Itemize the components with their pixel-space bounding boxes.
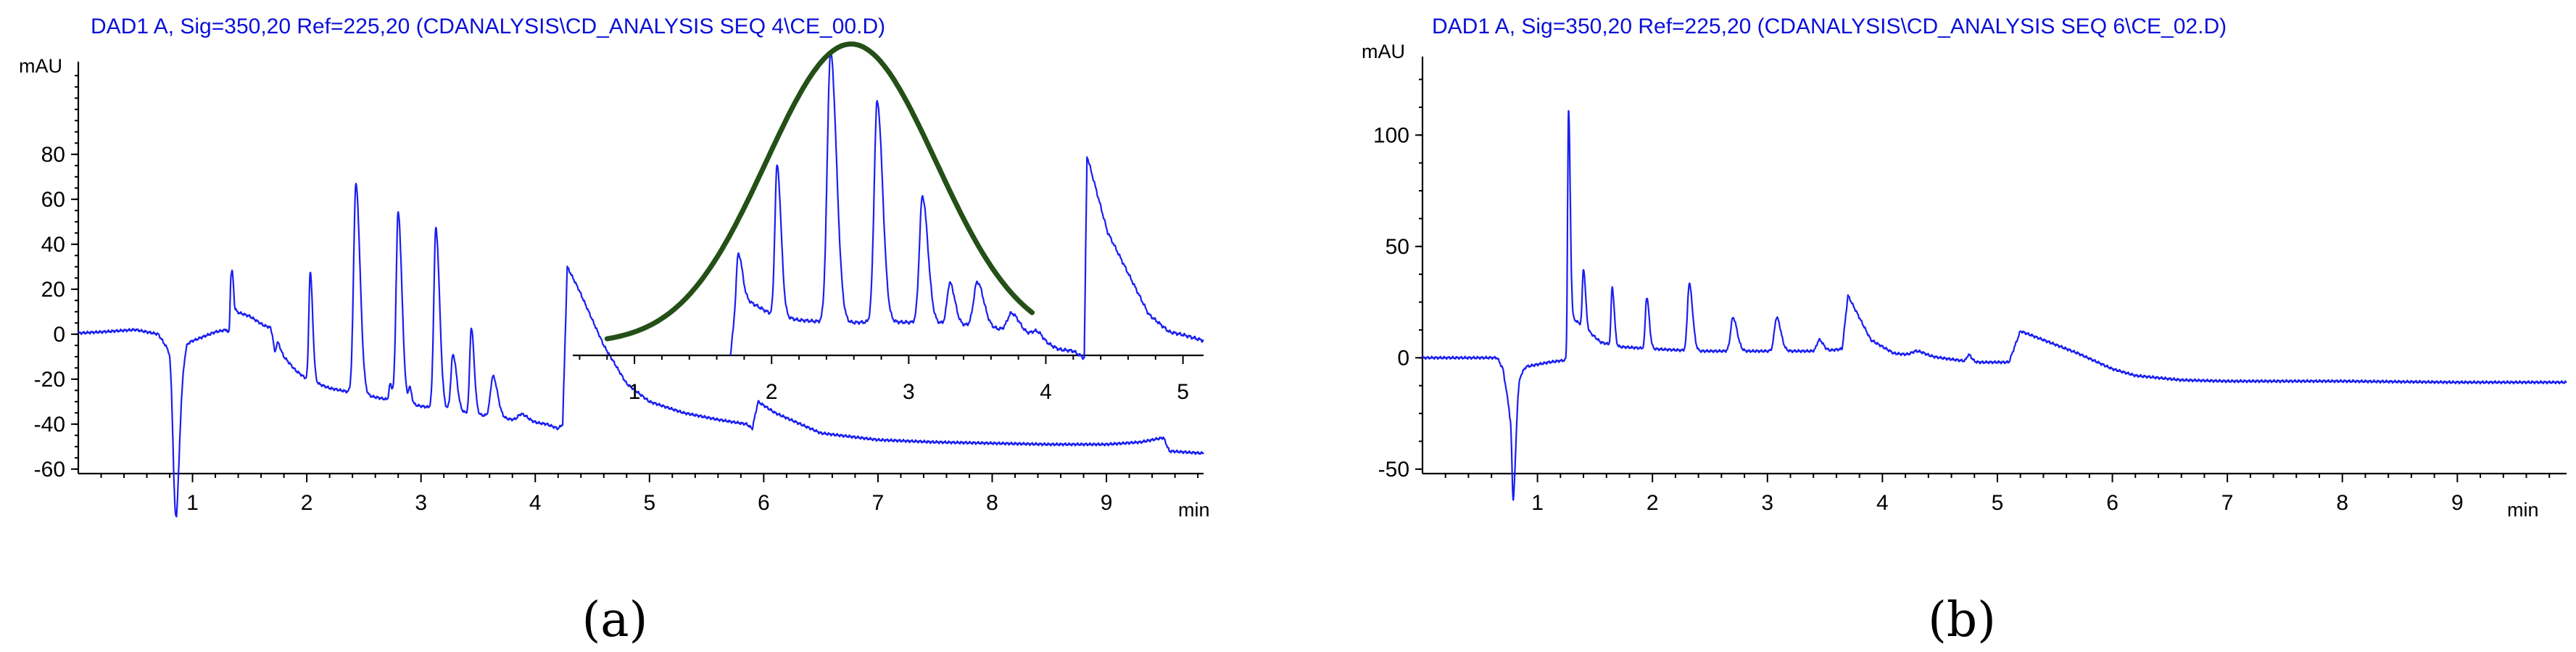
x-tick-label: 5 (1992, 491, 2004, 515)
panel-a-y-unit-label: mAU (19, 55, 62, 77)
chromatogram-trace (77, 183, 1204, 518)
y-tick-label: 80 (41, 143, 65, 167)
x-tick-label: 9 (2451, 491, 2464, 515)
x-tick-label: 8 (2336, 491, 2348, 515)
y-tick-label: 0 (53, 323, 65, 347)
inset-x-tick-label: 3 (903, 380, 915, 404)
panel-b-y-unit-label: mAU (1362, 41, 1405, 62)
panel-b-caption: (b) (1928, 592, 1996, 648)
inset-x-tick-label: 2 (766, 380, 778, 404)
panel-a-x-unit-label: min (1178, 499, 1210, 521)
y-tick-label: 40 (41, 233, 65, 257)
x-tick-label: 3 (1761, 491, 1773, 515)
panel-a-inset: 1 2 3 4 5 (573, 41, 1204, 404)
y-tick-label: 100 (1373, 123, 1409, 147)
inset-x-tick-label: 5 (1177, 380, 1189, 404)
x-tick-label: 7 (2221, 491, 2234, 515)
x-tick-label: 6 (758, 491, 770, 515)
x-tick-label: 3 (415, 491, 427, 515)
y-tick-label: -40 (34, 413, 65, 437)
y-tick-label: 60 (41, 188, 65, 212)
chromatogram-trace (1421, 110, 2567, 501)
y-tick-label: 0 (1397, 346, 1409, 370)
panel-a-chart: DAD1 A, Sig=350,20 Ref=225,20 (CDANALYSI… (19, 15, 1210, 648)
inset-x-tick-label: 4 (1040, 380, 1052, 404)
x-tick-label: 1 (186, 491, 199, 515)
panel-b-chart: DAD1 A, Sig=350,20 Ref=225,20 (CDANALYSI… (1362, 15, 2567, 648)
x-tick-label: 1 (1531, 491, 1544, 515)
panel-b-title: DAD1 A, Sig=350,20 Ref=225,20 (CDANALYSI… (1432, 15, 2227, 38)
x-tick-label: 4 (1876, 491, 1889, 515)
x-tick-label: 2 (1647, 491, 1659, 515)
gaussian-envelope-curve (604, 41, 1035, 342)
y-tick-label: -20 (34, 368, 65, 392)
inset-chromatogram-trace (729, 50, 1204, 360)
y-tick-label: 50 (1386, 235, 1409, 259)
y-tick-label: -50 (1378, 458, 1409, 482)
x-tick-label: 7 (872, 491, 885, 515)
x-tick-label: 9 (1101, 491, 1113, 515)
x-tick-label: 2 (301, 491, 313, 515)
y-tick-label: -60 (34, 458, 65, 482)
x-tick-label: 6 (2106, 491, 2119, 515)
panel-b-x-unit-label: min (2507, 499, 2539, 521)
y-tick-label: 20 (41, 278, 65, 302)
x-tick-label: 8 (986, 491, 998, 515)
panel-a-title: DAD1 A, Sig=350,20 Ref=225,20 (CDANALYSI… (91, 15, 885, 38)
x-tick-label: 4 (529, 491, 542, 515)
panel-a-caption: (a) (582, 592, 648, 648)
inset-x-tick-label: 1 (629, 380, 641, 404)
x-tick-label: 5 (643, 491, 655, 515)
